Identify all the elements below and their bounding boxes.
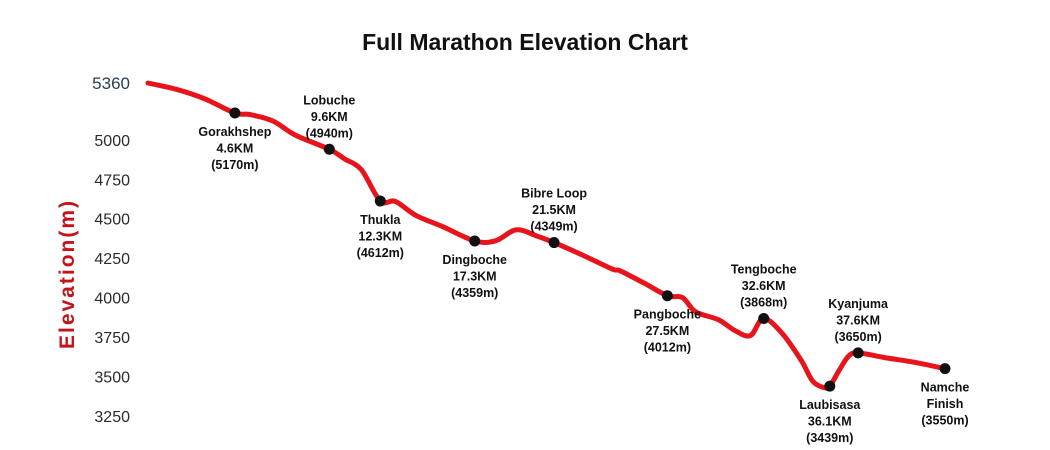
checkpoint-marker — [852, 347, 864, 359]
checkpoint-elevation: (4612m) — [357, 246, 404, 260]
checkpoint-name: Pangboche — [634, 308, 701, 322]
checkpoint-distance: 4.6KM — [216, 141, 253, 155]
checkpoint-marker — [229, 107, 241, 119]
checkpoint: Bibre Loop 21.5KM (4349m) — [521, 187, 587, 249]
checkpoint-marker — [661, 290, 673, 302]
checkpoint-name: Tengboche — [731, 262, 797, 276]
checkpoint-name: Dingboche — [442, 253, 507, 267]
checkpoint-marker — [323, 143, 335, 155]
checkpoint-name: Bibre Loop — [521, 187, 587, 201]
checkpoint: Dingboche 17.3KM (4359m) — [442, 235, 507, 300]
checkpoint-distance: 21.5KM — [532, 203, 576, 217]
checkpoint-marker — [758, 312, 770, 324]
y-tick-label: 4000 — [94, 291, 130, 308]
checkpoint-elevation: (3439m) — [806, 431, 853, 445]
checkpoint-elevation: (4359m) — [451, 286, 498, 300]
checkpoint-elevation: (3550m) — [921, 414, 968, 428]
y-tick-label: 4250 — [94, 251, 130, 268]
checkpoint-elevation: (4012m) — [644, 341, 691, 355]
checkpoint-distance: 37.6KM — [836, 313, 880, 327]
checkpoint: Pangboche 27.5KM (4012m) — [634, 290, 701, 355]
checkpoint-group: Gorakhshep 4.6KM (5170m) Lobuche 9.6KM (4940m… — [198, 93, 969, 445]
checkpoint-elevation: (3868m) — [740, 295, 787, 309]
y-tick-label: 5360 — [92, 74, 130, 93]
checkpoint-elevation: (5170m) — [211, 158, 258, 172]
y-tick-label: 4500 — [94, 212, 130, 229]
checkpoint-name: Namche — [921, 381, 970, 395]
checkpoint-name: Thukla — [360, 213, 401, 227]
y-tick-label: 3250 — [94, 409, 130, 426]
checkpoint: Kyanjuma 37.6KM (3650m) — [828, 297, 889, 359]
checkpoint-marker — [824, 380, 836, 392]
checkpoint: Laubisasa 36.1KM (3439m) — [799, 380, 861, 445]
checkpoint: Namche Finish (3550m) — [921, 363, 970, 428]
checkpoint-marker — [548, 237, 560, 249]
checkpoint-elevation: (3650m) — [834, 330, 881, 344]
y-axis-ticks: 5360 5000 4750 4500 4250 4000 3750 3500 3250 — [92, 74, 130, 426]
checkpoint-name: Lobuche — [303, 93, 355, 107]
y-tick-label: 4750 — [94, 172, 130, 189]
checkpoint-marker — [374, 195, 386, 207]
checkpoint: Gorakhshep 4.6KM (5170m) — [198, 107, 272, 172]
y-tick-label: 5000 — [94, 133, 130, 150]
checkpoint-distance: 12.3KM — [358, 230, 402, 244]
checkpoint: Tengboche 32.6KM (3868m) — [731, 262, 797, 324]
checkpoint-distance: 32.6KM — [742, 279, 786, 293]
checkpoint-distance: 27.5KM — [645, 324, 689, 338]
y-tick-label: 3500 — [94, 370, 130, 387]
checkpoint: Lobuche 9.6KM (4940m) — [303, 93, 355, 155]
chart-title: Full Marathon Elevation Chart — [362, 29, 688, 55]
checkpoint-marker — [469, 235, 481, 247]
checkpoint-elevation: (4349m) — [530, 220, 577, 234]
checkpoint-name: Finish — [927, 397, 964, 411]
y-axis-label: Elevation(m) — [56, 199, 79, 349]
checkpoint-distance: 17.3KM — [453, 269, 497, 283]
checkpoint-distance: 9.6KM — [311, 110, 348, 124]
checkpoint-marker — [939, 363, 951, 375]
checkpoint-name: Gorakhshep — [198, 125, 271, 139]
y-tick-label: 3750 — [94, 330, 130, 347]
checkpoint-distance: 36.1KM — [808, 415, 852, 429]
checkpoint-name: Laubisasa — [799, 398, 861, 412]
checkpoint: Thukla 12.3KM (4612m) — [357, 195, 404, 260]
checkpoint-name: Kyanjuma — [828, 297, 889, 311]
checkpoint-elevation: (4940m) — [306, 126, 353, 140]
